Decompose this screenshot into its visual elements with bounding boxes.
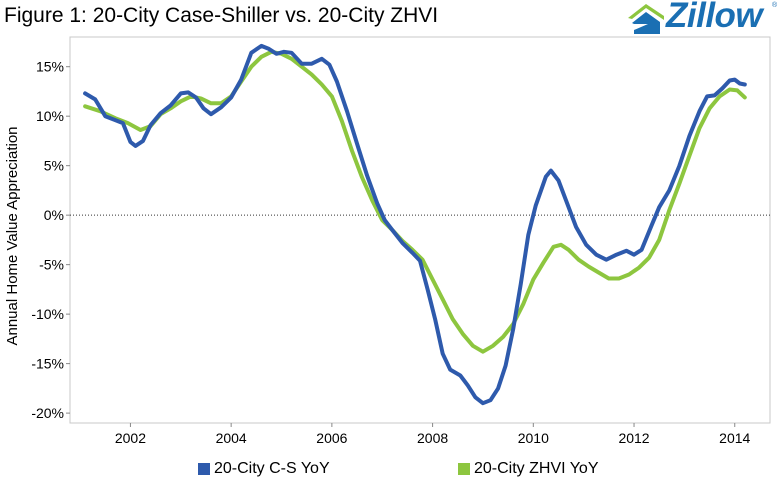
legend-label-cs: 20-City C-S YoY — [214, 460, 330, 477]
zillow-logo: Zillow ® — [626, 0, 780, 40]
series-line-cs-yoy — [83, 43, 747, 406]
x-tick-label: 2014 — [719, 430, 750, 446]
chart-title: Figure 1: 20-City Case-Shiller vs. 20-Ci… — [4, 4, 439, 27]
x-tick-label: 2008 — [417, 430, 448, 446]
legend-swatch-cs — [198, 463, 210, 475]
x-axis: 2002 2004 2006 2008 2010 2012 2014 — [115, 423, 751, 446]
legend-item-zhvi: 20-City ZHVI YoY — [458, 458, 599, 480]
x-tick-label: 2010 — [518, 430, 549, 446]
legend-label-zhvi: 20-City ZHVI YoY — [474, 460, 599, 477]
x-tick-label: 2006 — [316, 430, 347, 446]
y-tick-label: -10% — [31, 306, 64, 322]
plot-border — [69, 36, 771, 424]
plot-area — [69, 36, 771, 424]
x-tick-label: 2004 — [216, 430, 247, 446]
y-axis-label: Annual Home Value Appreciation — [4, 126, 21, 345]
legend-item-cs: 20-City C-S YoY — [198, 458, 330, 480]
y-tick-label: 10% — [36, 108, 64, 124]
y-tick-label: -15% — [31, 356, 64, 372]
logo-wordmark: Zillow — [666, 0, 763, 35]
y-tick-label: 15% — [36, 59, 64, 75]
y-tick-label: -20% — [31, 405, 64, 421]
y-tick-label: 5% — [44, 158, 64, 174]
series-line-zhvi-yoy — [83, 49, 747, 354]
series-group — [83, 43, 747, 406]
legend-swatch-zhvi — [458, 463, 470, 475]
y-tick-label: 0% — [44, 207, 64, 223]
y-axis: 15% 10% 5% 0% -5% -10% -15% -20% — [31, 59, 70, 421]
x-tick-label: 2002 — [115, 430, 146, 446]
zillow-house-icon — [628, 4, 664, 34]
registered-mark: ® — [772, 2, 778, 9]
y-tick-label: -5% — [39, 257, 64, 273]
x-tick-label: 2012 — [618, 430, 649, 446]
